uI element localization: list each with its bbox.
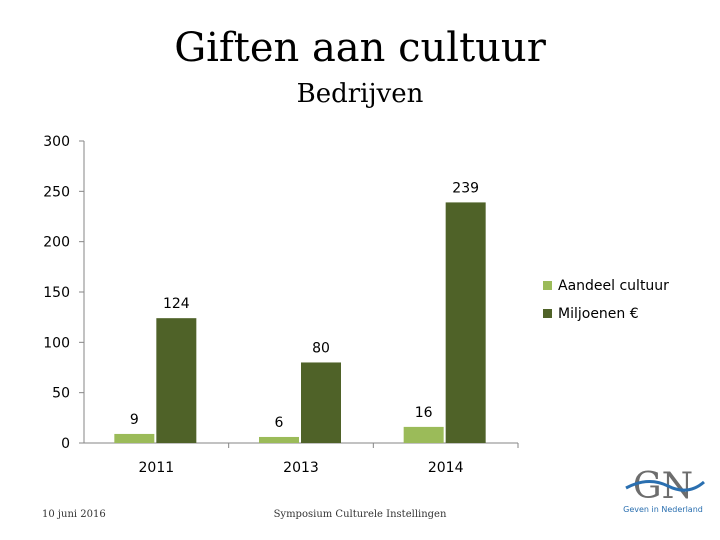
logo-caption: Geven in Nederland xyxy=(623,505,703,514)
bar xyxy=(156,318,197,443)
bar xyxy=(301,362,341,443)
data-label: 124 xyxy=(163,296,190,312)
y-tick-label: 100 xyxy=(43,335,70,351)
legend-swatch xyxy=(543,309,552,318)
legend-swatch xyxy=(543,281,552,290)
footer-event: Symposium Culturele Instellingen xyxy=(273,509,447,520)
x-tick-label: 2011 xyxy=(139,460,175,476)
data-label: 9 xyxy=(130,412,139,428)
logo-letters: GN xyxy=(633,466,693,506)
y-tick-label: 250 xyxy=(43,184,70,200)
y-tick-label: 0 xyxy=(61,436,70,452)
y-tick-label: 200 xyxy=(43,235,70,251)
logo-mark: GN xyxy=(625,466,705,507)
y-tick-label: 150 xyxy=(43,285,70,301)
logo-swoosh-icon xyxy=(625,480,705,492)
data-label: 80 xyxy=(312,340,330,356)
y-tick-label: 300 xyxy=(43,134,70,150)
legend-label: Miljoenen € xyxy=(558,306,639,322)
chart-subtitle: Bedrijven xyxy=(296,79,424,109)
data-label: 239 xyxy=(452,180,479,196)
legend-label: Aandeel cultuur xyxy=(558,278,669,294)
bar xyxy=(445,202,486,443)
gn-logo: GN Geven in Nederland xyxy=(618,462,708,522)
bar xyxy=(259,436,299,443)
bar xyxy=(114,433,155,443)
footer-date: 10 juni 2016 xyxy=(42,509,106,520)
chart-title: Giften aan cultuur xyxy=(174,25,546,71)
data-label: 6 xyxy=(275,415,284,431)
data-label: 16 xyxy=(415,405,433,421)
y-tick-label: 50 xyxy=(52,386,70,402)
x-tick-label: 2013 xyxy=(283,460,319,476)
bar xyxy=(403,426,444,443)
x-tick-label: 2014 xyxy=(428,460,464,476)
